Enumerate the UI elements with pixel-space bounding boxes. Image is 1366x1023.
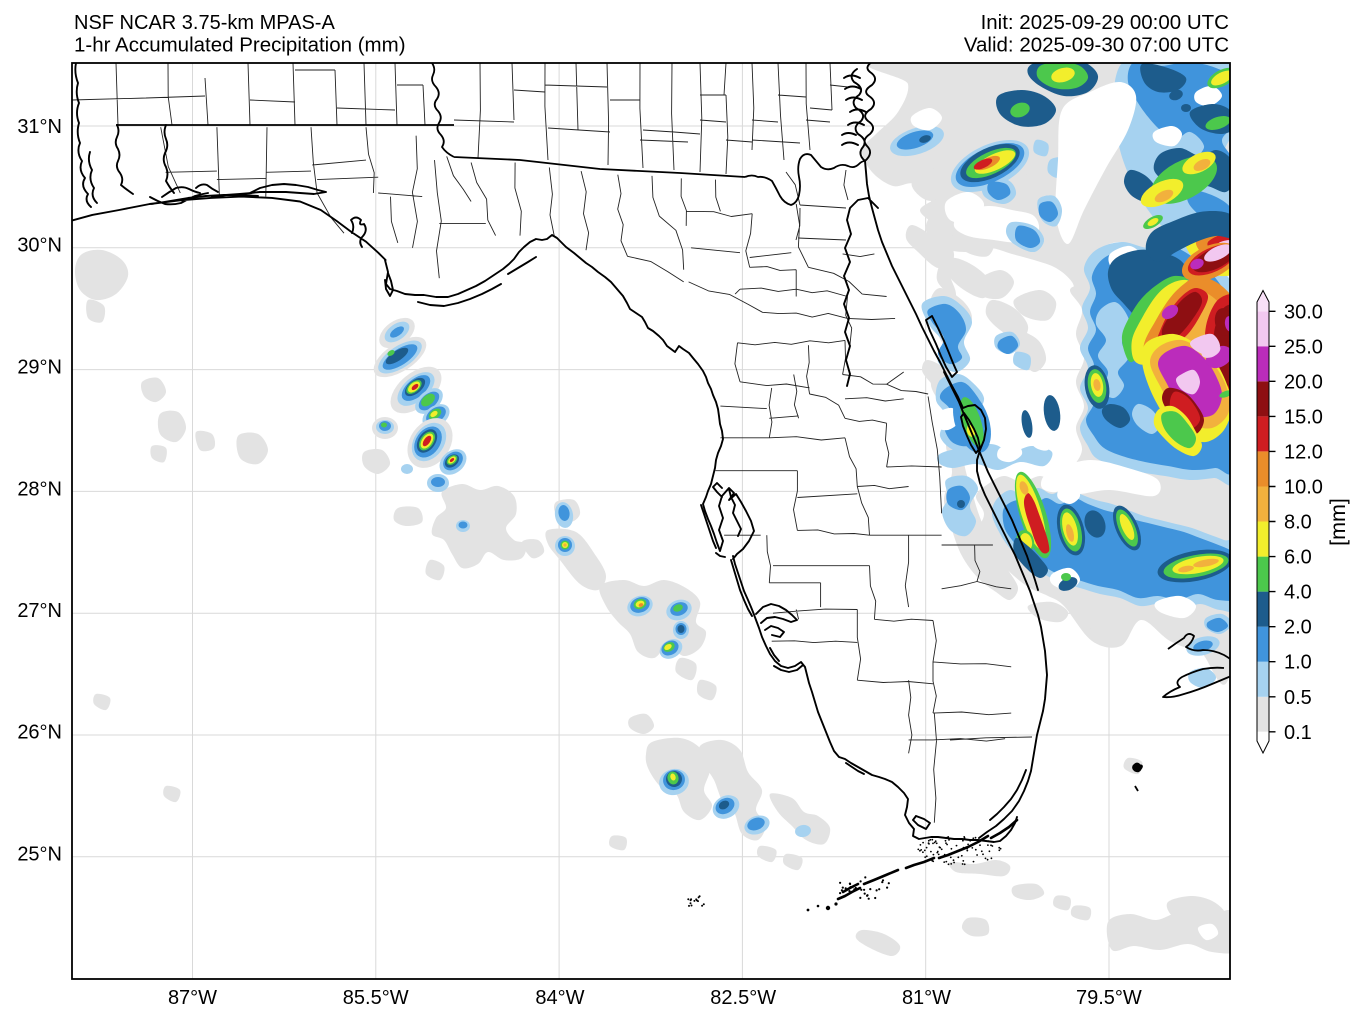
svg-text:28°N: 28°N <box>17 479 62 501</box>
svg-text:12.0: 12.0 <box>1284 441 1323 463</box>
svg-text:87°W: 87°W <box>168 987 217 1009</box>
svg-text:8.0: 8.0 <box>1284 512 1312 534</box>
svg-text:6.0: 6.0 <box>1284 547 1312 569</box>
svg-text:10.0: 10.0 <box>1284 477 1323 499</box>
svg-text:Valid: 2025-09-30 07:00 UTC: Valid: 2025-09-30 07:00 UTC <box>964 34 1229 57</box>
svg-text:30.0: 30.0 <box>1284 301 1323 323</box>
svg-text:1.0: 1.0 <box>1284 652 1312 674</box>
svg-text:27°N: 27°N <box>17 600 62 622</box>
svg-text:26°N: 26°N <box>17 722 62 744</box>
svg-text:0.1: 0.1 <box>1284 722 1312 744</box>
svg-text:82.5°W: 82.5°W <box>710 987 776 1009</box>
svg-text:1-hr Accumulated Precipitation: 1-hr Accumulated Precipitation (mm) <box>74 34 406 57</box>
svg-text:15.0: 15.0 <box>1284 406 1323 428</box>
svg-text:79.5°W: 79.5°W <box>1076 987 1142 1009</box>
svg-text:25°N: 25°N <box>17 844 62 866</box>
svg-text:84°W: 84°W <box>535 987 584 1009</box>
svg-text:31°N: 31°N <box>17 116 62 138</box>
svg-text:81°W: 81°W <box>902 987 951 1009</box>
svg-text:2.0: 2.0 <box>1284 617 1312 639</box>
svg-text:NSF NCAR 3.75-km MPAS-A: NSF NCAR 3.75-km MPAS-A <box>74 12 335 34</box>
svg-text:[mm]: [mm] <box>1326 498 1350 546</box>
svg-text:0.5: 0.5 <box>1284 687 1312 709</box>
svg-text:4.0: 4.0 <box>1284 582 1312 604</box>
svg-text:20.0: 20.0 <box>1284 371 1323 393</box>
svg-text:25.0: 25.0 <box>1284 336 1323 358</box>
svg-text:30°N: 30°N <box>17 235 62 257</box>
svg-text:85.5°W: 85.5°W <box>343 987 409 1009</box>
svg-text:29°N: 29°N <box>17 357 62 379</box>
svg-text:Init: 2025-09-29 00:00 UTC: Init: 2025-09-29 00:00 UTC <box>981 11 1230 34</box>
